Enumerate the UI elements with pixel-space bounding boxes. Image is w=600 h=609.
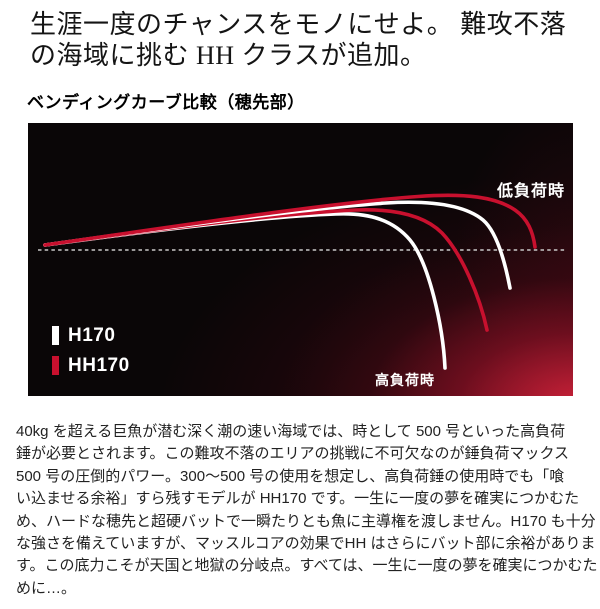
legend-swatch-white xyxy=(52,326,59,345)
product-description: 40kg を超える巨魚が潜む深く潮の速い海域では、時として 500 号といった高… xyxy=(16,421,598,600)
description-line: い込ませる余裕」すら残すモデルが HH170 です。一生に一度の夢を確実につかむ… xyxy=(16,490,580,508)
bending-curve-plot xyxy=(38,193,565,370)
description-line: 500 号の圧倒的パワー。300～500 号の使用を想定し、高負荷錘の使用時でも… xyxy=(16,467,565,485)
legend-label-hh170: HH170 xyxy=(68,355,130,376)
curve-hh170-low-load xyxy=(43,193,537,249)
chart-section-title: ベンディングカーブ比較（穂先部） xyxy=(27,93,305,112)
legend-item-h170: H170 xyxy=(52,326,130,345)
description-line: 40kg を超える巨魚が潜む深く潮の速い海域では、時として 500 号といった高… xyxy=(16,423,566,440)
description-line: め、ハードな穂先と超硬バットで一瞬たりとも魚に主導権を渡しません。H170 も十… xyxy=(16,512,596,530)
curve-hh170-high-load xyxy=(43,208,489,332)
description-line: 錘が必要とされます。この難攻不落のエリアの挑戦に不可欠なのが錘負荷マックス xyxy=(16,445,570,463)
page-title-line-1: 生涯一度のチャンスをモノにせよ。 難攻不落 xyxy=(30,10,567,39)
page-title-line-2: の海域に挑む HH クラスが追加。 xyxy=(30,41,427,70)
description-line: めに…。 xyxy=(16,579,77,597)
curve-h170-low-load xyxy=(43,200,512,290)
page-title: 生涯一度のチャンスをモノにせよ。 難攻不落 の海域に挑む HH クラスが追加。 xyxy=(30,9,570,71)
legend-label-h170: H170 xyxy=(68,325,116,346)
description-line: す。この底力こそが天国と地獄の分岐点。すべては、一生に一度の夢を確実につかむた xyxy=(16,557,598,575)
bending-curve-chart: 低負荷時 高負荷時 H170 HH170 xyxy=(28,123,573,396)
annotation-high-load: 高負荷時 xyxy=(375,372,435,388)
legend-swatch-red xyxy=(52,356,59,375)
chart-legend: H170 HH170 xyxy=(52,326,130,386)
description-line: な強さを備えていますが、マッスルコアの効果でHH はさらにバット部に余裕がありま xyxy=(16,535,596,553)
annotation-low-load: 低負荷時 xyxy=(497,183,566,200)
legend-item-hh170: HH170 xyxy=(52,356,130,375)
